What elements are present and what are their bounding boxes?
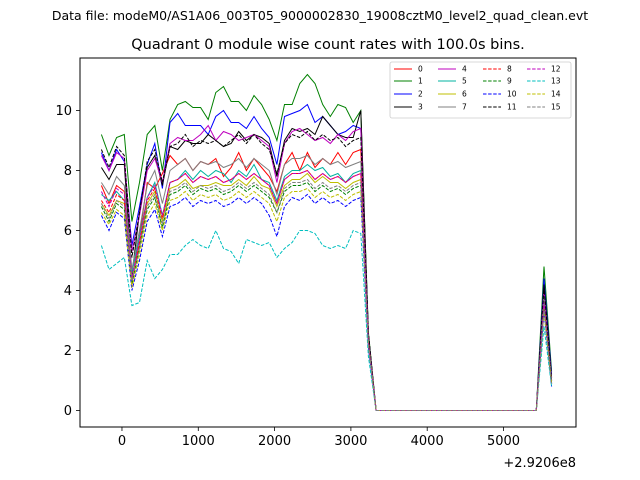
legend-label-11: 11: [507, 103, 517, 112]
x-tick-label: 4000: [411, 434, 444, 449]
legend-label-8: 8: [507, 65, 512, 74]
legend-label-12: 12: [551, 65, 561, 74]
legend-label-3: 3: [418, 103, 423, 112]
x-tick-label: 2000: [258, 434, 291, 449]
x-offset-label: +2.9206e8: [503, 456, 576, 471]
legend-label-10: 10: [507, 90, 517, 99]
legend-label-7: 7: [462, 103, 467, 112]
x-tick-label: 3000: [334, 434, 367, 449]
legend-label-15: 15: [551, 103, 561, 112]
x-tick-label: 1000: [182, 434, 215, 449]
legend-label-13: 13: [551, 77, 561, 86]
legend-label-14: 14: [551, 90, 561, 99]
chart-title: Quadrant 0 module wise count rates with …: [131, 37, 525, 53]
y-axis: 0 2 4 6 8 10: [55, 104, 80, 419]
x-axis: 0 1000 2000 3000 4000 5000: [118, 427, 520, 449]
y-tick-label: 2: [64, 344, 72, 359]
y-tick-label: 6: [64, 224, 72, 239]
legend-label-6: 6: [462, 90, 467, 99]
y-tick-label: 0: [64, 404, 72, 419]
legend-label-5: 5: [462, 77, 467, 86]
legend-label-0: 0: [418, 65, 423, 74]
axes-frame: [79, 57, 577, 428]
series-layer: [100, 73, 553, 411]
series-line-14: [100, 187, 553, 411]
legend-frame: [389, 61, 572, 119]
y-tick-label: 8: [64, 164, 72, 179]
x-tick-label: 5000: [487, 434, 520, 449]
legend-label-2: 2: [418, 90, 423, 99]
y-tick-label: 4: [64, 284, 72, 299]
chart-suptitle: Data file: modeM0/AS1A06_003T05_90000028…: [52, 8, 588, 23]
x-tick-label: 0: [118, 434, 126, 449]
series-line-15: [100, 178, 553, 411]
legend-label-4: 4: [462, 65, 467, 74]
legend-label-9: 9: [507, 77, 512, 86]
legend-label-1: 1: [418, 77, 423, 86]
y-tick-label: 10: [55, 104, 72, 119]
